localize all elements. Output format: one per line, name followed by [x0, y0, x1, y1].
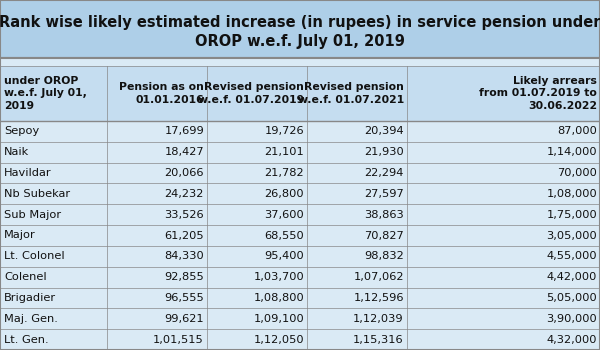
- Text: 1,08,000: 1,08,000: [546, 189, 597, 199]
- Text: Sepoy: Sepoy: [4, 126, 39, 136]
- Text: 99,621: 99,621: [164, 314, 204, 324]
- Text: 38,863: 38,863: [364, 210, 404, 220]
- Text: 98,832: 98,832: [364, 251, 404, 261]
- Text: 1,14,000: 1,14,000: [547, 147, 597, 157]
- Text: 1,12,596: 1,12,596: [353, 293, 404, 303]
- Text: 92,855: 92,855: [164, 272, 204, 282]
- Text: 1,12,050: 1,12,050: [254, 335, 304, 345]
- Text: Brigadier: Brigadier: [4, 293, 56, 303]
- Text: 1,03,700: 1,03,700: [253, 272, 304, 282]
- Text: Revised pension
w.e.f. 01.07.2019: Revised pension w.e.f. 01.07.2019: [198, 82, 304, 105]
- Bar: [0, 267, 600, 288]
- Text: 70,000: 70,000: [557, 168, 597, 178]
- Text: 3,05,000: 3,05,000: [546, 231, 597, 240]
- Text: 1,09,100: 1,09,100: [253, 314, 304, 324]
- Bar: [0, 142, 600, 163]
- Text: Nb Subekar: Nb Subekar: [4, 189, 70, 199]
- Text: Lt. Gen.: Lt. Gen.: [4, 335, 49, 345]
- Text: 1,15,316: 1,15,316: [353, 335, 404, 345]
- Text: 1,12,039: 1,12,039: [353, 314, 404, 324]
- Text: 1,07,062: 1,07,062: [353, 272, 404, 282]
- Text: OROP w.e.f. July 01, 2019: OROP w.e.f. July 01, 2019: [195, 34, 405, 49]
- Text: 68,550: 68,550: [265, 231, 304, 240]
- Text: 1,01,515: 1,01,515: [153, 335, 204, 345]
- Text: 21,930: 21,930: [364, 147, 404, 157]
- Text: 26,800: 26,800: [265, 189, 304, 199]
- Bar: [0, 225, 600, 246]
- Bar: [0, 183, 600, 204]
- Bar: [0, 58, 600, 350]
- Text: Revised pension
w.e.f. 01.07.2021: Revised pension w.e.f. 01.07.2021: [298, 82, 404, 105]
- Text: 4,32,000: 4,32,000: [547, 335, 597, 345]
- Text: Maj. Gen.: Maj. Gen.: [4, 314, 58, 324]
- Text: under OROP
w.e.f. July 01,
2019: under OROP w.e.f. July 01, 2019: [4, 76, 87, 111]
- Text: 70,827: 70,827: [364, 231, 404, 240]
- Text: 18,427: 18,427: [164, 147, 204, 157]
- Text: 4,42,000: 4,42,000: [547, 272, 597, 282]
- Text: 20,394: 20,394: [364, 126, 404, 136]
- Text: 33,526: 33,526: [164, 210, 204, 220]
- Text: 20,066: 20,066: [164, 168, 204, 178]
- Bar: [0, 0, 600, 58]
- Text: 84,330: 84,330: [164, 251, 204, 261]
- Text: 4,55,000: 4,55,000: [547, 251, 597, 261]
- Text: 1,08,800: 1,08,800: [253, 293, 304, 303]
- Bar: [0, 246, 600, 267]
- Text: 22,294: 22,294: [364, 168, 404, 178]
- Bar: [0, 58, 600, 66]
- Text: Likely arrears
from 01.07.2019 to
30.06.2022: Likely arrears from 01.07.2019 to 30.06.…: [479, 76, 597, 111]
- Bar: [0, 308, 600, 329]
- Text: 96,555: 96,555: [164, 293, 204, 303]
- Text: 37,600: 37,600: [265, 210, 304, 220]
- Text: 1,75,000: 1,75,000: [546, 210, 597, 220]
- Text: Naik: Naik: [4, 147, 29, 157]
- Bar: [0, 288, 600, 308]
- Text: 19,726: 19,726: [265, 126, 304, 136]
- Text: 3,90,000: 3,90,000: [546, 314, 597, 324]
- Text: Rank wise likely estimated increase (in rupees) in service pension under: Rank wise likely estimated increase (in …: [0, 15, 600, 29]
- Text: Pension as on
01.01.2016: Pension as on 01.01.2016: [119, 82, 204, 105]
- Bar: [0, 66, 600, 121]
- Text: Sub Major: Sub Major: [4, 210, 61, 220]
- Text: 61,205: 61,205: [164, 231, 204, 240]
- Bar: [0, 329, 600, 350]
- Text: 5,05,000: 5,05,000: [546, 293, 597, 303]
- Text: Havildar: Havildar: [4, 168, 52, 178]
- Text: 87,000: 87,000: [557, 126, 597, 136]
- Text: Lt. Colonel: Lt. Colonel: [4, 251, 65, 261]
- Text: Colenel: Colenel: [4, 272, 47, 282]
- Text: 95,400: 95,400: [265, 251, 304, 261]
- Text: 24,232: 24,232: [164, 189, 204, 199]
- Text: 17,699: 17,699: [164, 126, 204, 136]
- Text: 21,101: 21,101: [265, 147, 304, 157]
- Text: 27,597: 27,597: [364, 189, 404, 199]
- Bar: [0, 121, 600, 142]
- Bar: [0, 0, 600, 58]
- Text: Major: Major: [4, 231, 36, 240]
- Text: 21,782: 21,782: [265, 168, 304, 178]
- Bar: [0, 163, 600, 183]
- Bar: [0, 204, 600, 225]
